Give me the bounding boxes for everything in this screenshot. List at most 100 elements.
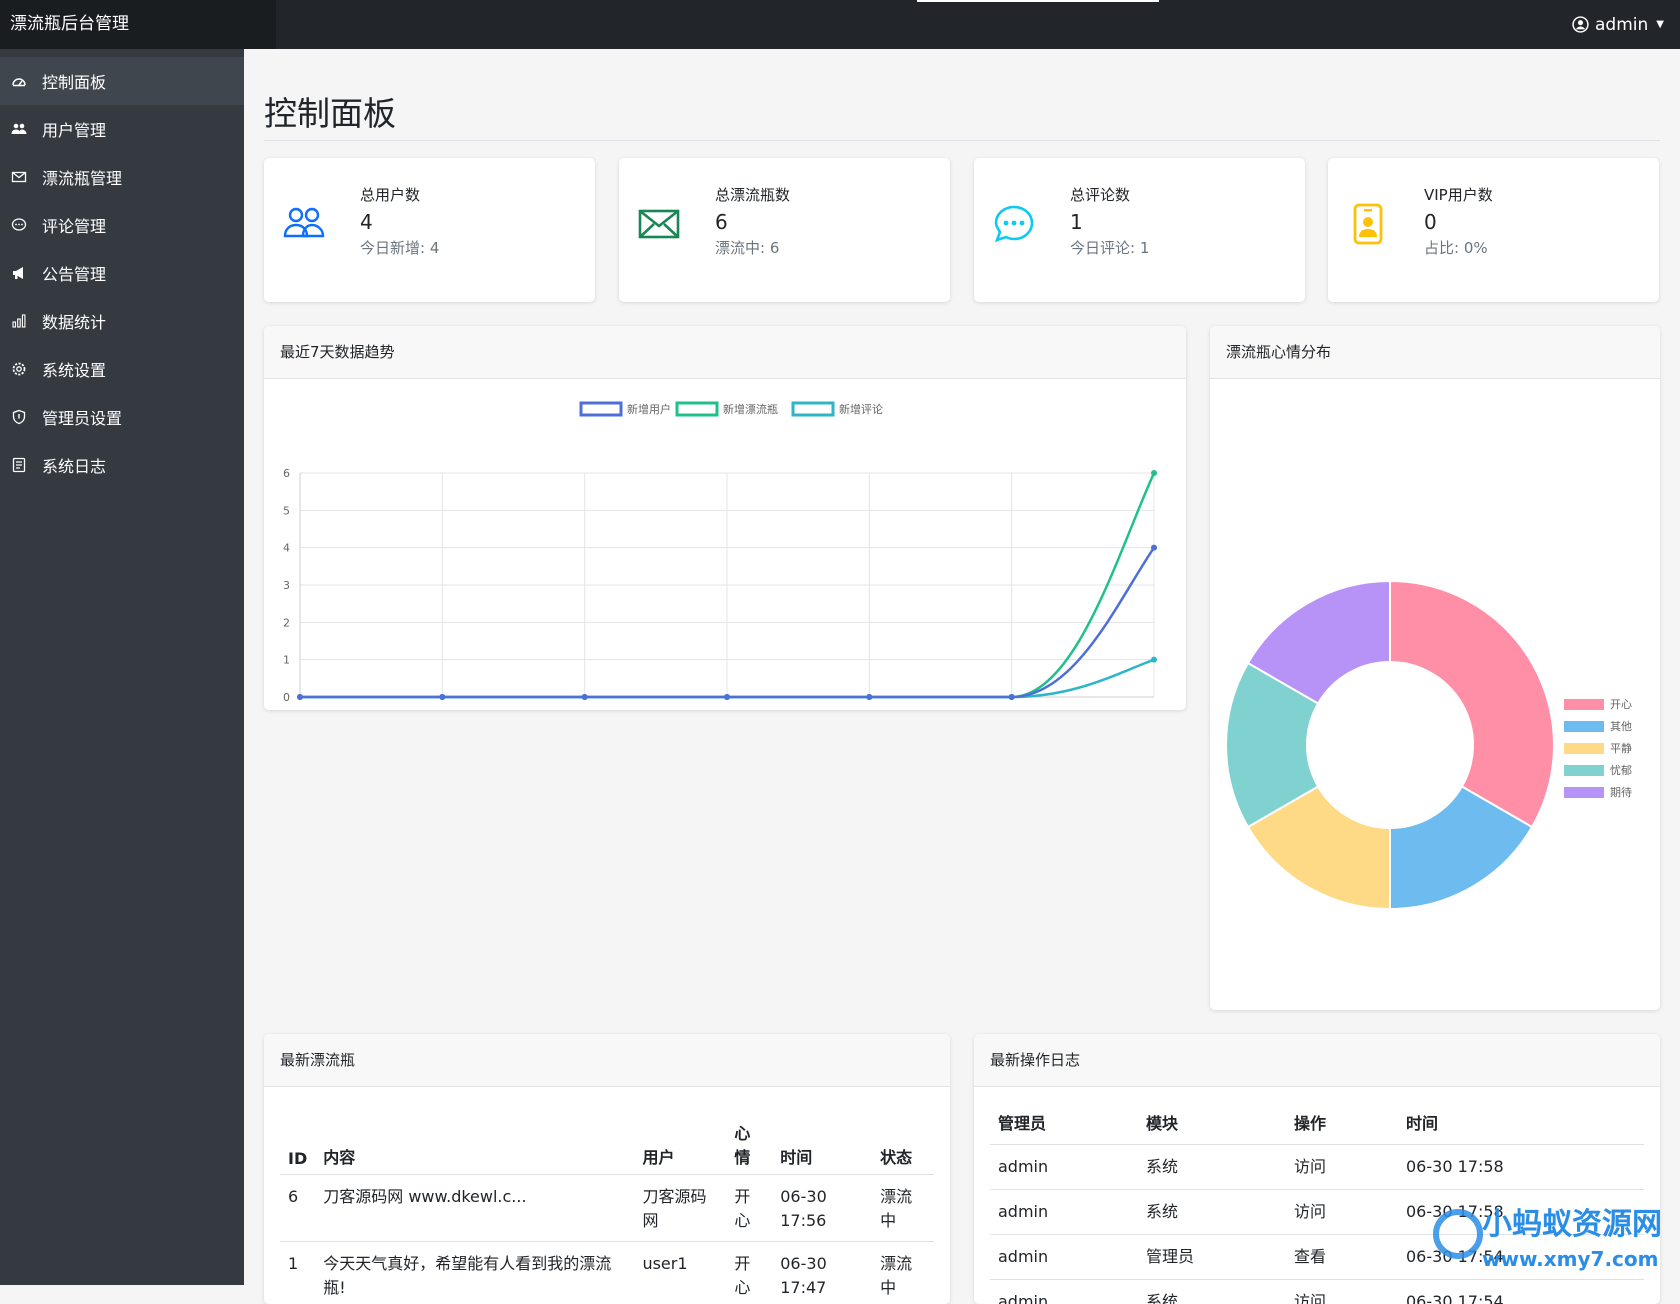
title-divider (264, 140, 1660, 141)
cell-content: 今天天气真好，希望能有人看到我的漂流瓶! (315, 1242, 634, 1304)
col-content: 内容 (315, 1114, 634, 1175)
trend-chart-card: 最近7天数据趋势 012345606-2406-2506-2606-2706-2… (264, 326, 1186, 710)
cell-module: 系统 (1138, 1145, 1286, 1190)
table-row[interactable]: 1 今天天气真好，希望能有人看到我的漂流瓶! user1 开心 06-30 17… (280, 1242, 934, 1304)
data-point (866, 694, 872, 700)
x-tick-label: 06-26 (569, 707, 601, 709)
legend-label: 期待 (1610, 785, 1632, 799)
sidebar-item-label: 系统日志 (42, 453, 106, 477)
card-title: 最新漂流瓶 (264, 1034, 950, 1087)
legend-label: 开心 (1610, 698, 1632, 711)
legend-label: 忧郁 (1610, 763, 1632, 777)
cell-id: 1 (280, 1242, 315, 1304)
latest-bottles-card: 最新漂流瓶 ID 内容 用户 心情 时间 状态 6 刀客源码网 www.dkew… (264, 1034, 950, 1304)
cell-user: 刀客源码网 (634, 1175, 726, 1242)
y-tick-label: 3 (283, 579, 290, 592)
log-icon (10, 456, 28, 474)
megaphone-icon (10, 264, 28, 282)
cell-action: 访问 (1286, 1280, 1398, 1304)
sidebar-item-admin-settings[interactable]: 管理员设置 (0, 393, 244, 441)
cell-status: 漂流中 (872, 1175, 934, 1242)
sidebar-item-comments[interactable]: 评论管理 (0, 201, 244, 249)
user-circle-icon (1572, 16, 1589, 33)
cell-module: 系统 (1138, 1190, 1286, 1235)
sidebar-item-label: 控制面板 (42, 69, 106, 93)
legend-label: 平静 (1610, 741, 1632, 755)
cell-content: 刀客源码网 www.dkewl.c... (315, 1175, 634, 1242)
cell-admin: admin (990, 1235, 1138, 1280)
cell-time: 06-30 17:56 (772, 1175, 872, 1242)
x-tick-label: 06-29 (996, 707, 1028, 709)
sidebar-item-label: 评论管理 (42, 213, 106, 237)
col-module: 模块 (1138, 1100, 1286, 1145)
sidebar-item-users[interactable]: 用户管理 (0, 105, 244, 153)
mood-chart-card: 漂流瓶心情分布 开心其他平静忧郁期待 (1210, 326, 1660, 1010)
stat-value: 6 (715, 210, 728, 234)
user-menu[interactable]: admin ▼ (1572, 0, 1664, 49)
stat-subtext: 今日评论: 1 (1070, 237, 1149, 258)
sidebar-item-label: 系统设置 (42, 357, 106, 381)
trend-line-chart: 012345606-2406-2506-2606-2706-2806-2906-… (264, 379, 1186, 709)
sidebar: 控制面板 用户管理 漂流瓶管理 评论管理 公告管理 数据统计 系统设置 (0, 49, 244, 1285)
legend-swatch (1564, 743, 1604, 754)
cell-user: user1 (634, 1242, 726, 1304)
cell-time: 06-30 17:58 (1398, 1190, 1644, 1235)
stat-subtext: 占比: 0% (1424, 237, 1488, 258)
cell-module: 管理员 (1138, 1235, 1286, 1280)
stat-label: 总评论数 (1070, 184, 1130, 205)
legend-swatch (1564, 721, 1604, 732)
table-row[interactable]: admin 系统 访问 06-30 17:58 (990, 1145, 1644, 1190)
stat-card-users: 总用户数 4 今日新增: 4 (264, 158, 595, 302)
top-navbar: 漂流瓶后台管理 admin ▼ (0, 0, 1680, 49)
main-content: 控制面板 总用户数 4 今日新增: 4 总漂流瓶数 6 漂流中: 6 (244, 49, 1680, 1285)
table-row[interactable]: admin 系统 访问 06-30 17:58 (990, 1190, 1644, 1235)
legend-swatch (1564, 699, 1604, 710)
table-row[interactable]: 6 刀客源码网 www.dkewl.c... 刀客源码网 开心 06-30 17… (280, 1175, 934, 1242)
col-user: 用户 (634, 1114, 726, 1175)
gear-icon (10, 360, 28, 378)
col-time: 时间 (1398, 1100, 1644, 1145)
stat-label: VIP用户数 (1424, 184, 1493, 205)
cell-module: 系统 (1138, 1280, 1286, 1304)
sidebar-item-bottles[interactable]: 漂流瓶管理 (0, 153, 244, 201)
envelope-icon (10, 168, 28, 186)
table-row[interactable]: admin 系统 访问 06-30 17:54 (990, 1280, 1644, 1304)
cell-time: 06-30 17:58 (1398, 1145, 1644, 1190)
y-tick-label: 4 (283, 542, 290, 555)
col-status: 状态 (872, 1114, 934, 1175)
sidebar-item-announcements[interactable]: 公告管理 (0, 249, 244, 297)
brand-title[interactable]: 漂流瓶后台管理 (0, 0, 276, 49)
x-tick-label: 06-24 (284, 707, 316, 709)
legend-swatch (1564, 787, 1604, 798)
latest-logs-card: 最新操作日志 管理员 模块 操作 时间 admin 系统 访问 06-30 17… (974, 1034, 1660, 1304)
data-point (1009, 694, 1015, 700)
cell-time: 06-30 17:54 (1398, 1280, 1644, 1304)
cell-id: 6 (280, 1175, 315, 1242)
table-header-row: 管理员 模块 操作 时间 (990, 1100, 1644, 1145)
data-point (297, 694, 303, 700)
legend-label: 新增漂流瓶 (723, 402, 778, 416)
y-tick-label: 6 (283, 467, 290, 480)
stat-value: 4 (360, 210, 373, 234)
x-tick-label: 06-30 (1138, 707, 1170, 709)
cell-action: 访问 (1286, 1190, 1398, 1235)
table-row[interactable]: admin 管理员 查看 06-30 17:54 (990, 1235, 1644, 1280)
sidebar-item-label: 管理员设置 (42, 405, 122, 429)
sidebar-item-statistics[interactable]: 数据统计 (0, 297, 244, 345)
people-icon (282, 202, 326, 246)
stat-card-comments: 总评论数 1 今日评论: 1 (974, 158, 1305, 302)
col-admin: 管理员 (990, 1100, 1138, 1145)
col-action: 操作 (1286, 1100, 1398, 1145)
x-tick-label: 06-27 (711, 707, 743, 709)
top-indicator (917, 0, 1159, 2)
x-tick-label: 06-28 (853, 707, 885, 709)
sidebar-item-label: 数据统计 (42, 309, 106, 333)
sidebar-item-settings[interactable]: 系统设置 (0, 345, 244, 393)
user-name: admin (1595, 15, 1648, 35)
sidebar-item-logs[interactable]: 系统日志 (0, 441, 244, 489)
sidebar-item-dashboard[interactable]: 控制面板 (0, 57, 244, 105)
stat-subtext: 今日新增: 4 (360, 237, 439, 258)
page-title: 控制面板 (264, 87, 396, 135)
cell-admin: admin (990, 1145, 1138, 1190)
